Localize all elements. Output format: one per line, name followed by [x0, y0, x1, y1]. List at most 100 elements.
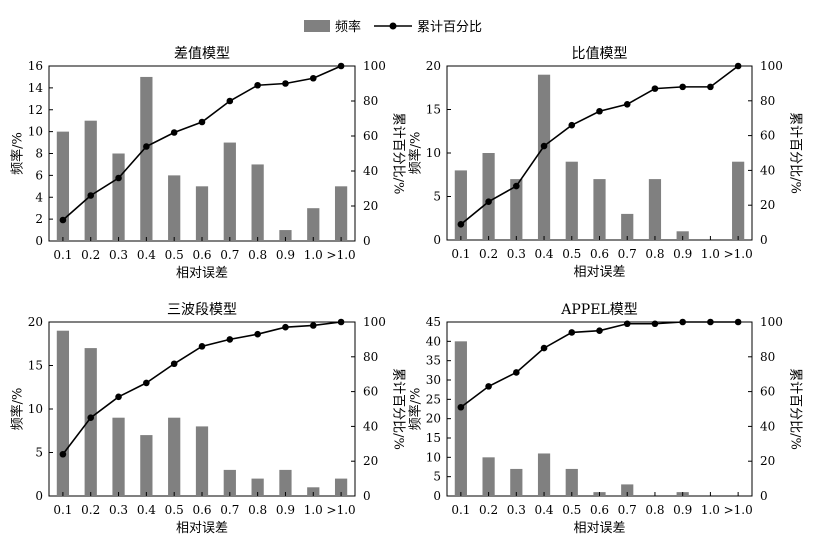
- x-tick-label: 1.0: [701, 247, 720, 261]
- line-point: [59, 216, 67, 224]
- line-point: [282, 80, 289, 87]
- line-point: [596, 327, 603, 335]
- panel-title: APPEL模型: [560, 302, 637, 318]
- y-axis-label: 频率/%: [10, 132, 26, 175]
- x-tick-label: 0.9: [276, 503, 295, 517]
- y2-tick-label: 20: [760, 198, 775, 212]
- x-tick-label: 0.9: [673, 503, 692, 517]
- line-point: [485, 383, 492, 390]
- bar: [56, 131, 70, 241]
- y-tick-label: 25: [426, 392, 441, 406]
- y-tick-label: 30: [426, 373, 441, 387]
- line-point: [513, 182, 520, 190]
- bar: [112, 417, 125, 496]
- y-tick-label: 45: [426, 315, 441, 329]
- x-tick-label: 0.6: [590, 503, 609, 517]
- y2-axis-label: 累计百分比/%: [788, 368, 803, 450]
- x-tick-label: 0.2: [81, 248, 100, 262]
- x-tick-label: >1.0: [724, 247, 753, 261]
- y-tick-label: 15: [28, 359, 43, 373]
- x-tick-label: 0.8: [645, 247, 664, 261]
- y2-tick-label: 60: [363, 129, 378, 143]
- x-tick-label: 0.2: [479, 503, 498, 517]
- panel-title: 差值模型: [174, 46, 230, 62]
- y2-tick-label: 40: [760, 163, 775, 177]
- line-point: [540, 142, 548, 150]
- bar: [648, 179, 662, 240]
- y-tick-label: 20: [426, 59, 441, 73]
- legend-line-label: 累计百分比: [417, 20, 482, 35]
- x-tick-label: 0.1: [53, 248, 72, 262]
- y-axis-label: 频率/%: [10, 388, 26, 431]
- line-point: [337, 62, 345, 70]
- y2-tick-label: 0: [363, 489, 371, 503]
- y2-tick-label: 80: [760, 94, 775, 108]
- y2-tick-label: 20: [363, 454, 378, 468]
- line-point: [568, 329, 576, 336]
- x-tick-label: 0.2: [81, 503, 100, 517]
- cumulative-line: [460, 321, 739, 408]
- bar: [482, 153, 495, 240]
- x-tick-label: 0.2: [479, 247, 498, 261]
- y2-tick-label: 80: [363, 350, 378, 364]
- line-point: [623, 320, 631, 328]
- panel-difference-model: 差值模型 0 2 4 6 8 10 12 14 16 0 20 40 60 80 100 0.1 0.2 0.3 0.…: [10, 46, 406, 281]
- bar: [84, 120, 97, 241]
- y-axis-label: 频率/%: [408, 132, 424, 175]
- y-tick-label: 15: [426, 431, 441, 445]
- panel-ratio-model: 比值模型 0 5 10 15 20 0 20 40 60 80 100 0.1 0.2 0.3 0.4 0.5 0…: [408, 46, 803, 280]
- x-tick-label: 0.8: [248, 248, 267, 262]
- line-point: [651, 320, 659, 328]
- x-tick-label: >1.0: [327, 503, 356, 517]
- y-tick-label: 20: [426, 412, 441, 426]
- line-point: [309, 322, 317, 329]
- y2-tick-label: 0: [760, 489, 768, 503]
- y2-tick-label: 80: [760, 350, 775, 364]
- x-tick-label: 0.7: [220, 503, 239, 517]
- bar: [537, 453, 551, 496]
- line-point: [143, 379, 150, 387]
- x-tick-label: 0.4: [137, 248, 156, 262]
- y-tick-label: 6: [35, 168, 43, 182]
- x-tick-label: 0.1: [451, 247, 470, 261]
- y-tick-label: 0: [35, 234, 43, 248]
- y2-tick-label: 40: [363, 164, 378, 178]
- line-point: [513, 369, 520, 376]
- line-point: [707, 83, 714, 91]
- y-tick-label: 10: [28, 402, 43, 416]
- bar: [195, 426, 209, 496]
- bar: [112, 153, 125, 241]
- y-tick-label: 8: [35, 147, 43, 161]
- line-point: [226, 97, 234, 105]
- bar: [168, 175, 181, 241]
- x-tick-label: 0.7: [220, 248, 239, 262]
- y2-tick-label: 20: [363, 199, 378, 213]
- legend-line-marker: [389, 22, 397, 30]
- line-point: [540, 344, 548, 352]
- bar: [565, 161, 578, 240]
- bar: [279, 230, 292, 241]
- bar: [84, 348, 97, 496]
- line-point: [337, 318, 345, 326]
- bar: [621, 484, 634, 496]
- x-tick-label: 1.0: [701, 503, 720, 517]
- x-tick-label: 0.6: [192, 503, 211, 517]
- line-point: [707, 318, 714, 326]
- panel-title: 三波段模型: [167, 302, 237, 318]
- line-point: [282, 323, 289, 331]
- y2-tick-label: 0: [363, 234, 371, 248]
- y2-tick-label: 80: [363, 94, 378, 108]
- bar: [223, 469, 236, 496]
- y-tick-label: 10: [28, 125, 43, 139]
- x-tick-label: 0.8: [248, 503, 267, 517]
- legend-bar-swatch: [304, 20, 330, 32]
- x-axis-label: 相对误差: [176, 266, 228, 281]
- y2-tick-label: 40: [760, 419, 775, 433]
- x-tick-label: 0.5: [562, 247, 581, 261]
- y-axis-label: 频率/%: [408, 388, 424, 431]
- line-point: [226, 336, 234, 343]
- y-tick-label: 5: [433, 470, 441, 484]
- y2-tick-label: 100: [760, 315, 783, 329]
- line-point: [198, 118, 206, 126]
- bar: [140, 76, 153, 241]
